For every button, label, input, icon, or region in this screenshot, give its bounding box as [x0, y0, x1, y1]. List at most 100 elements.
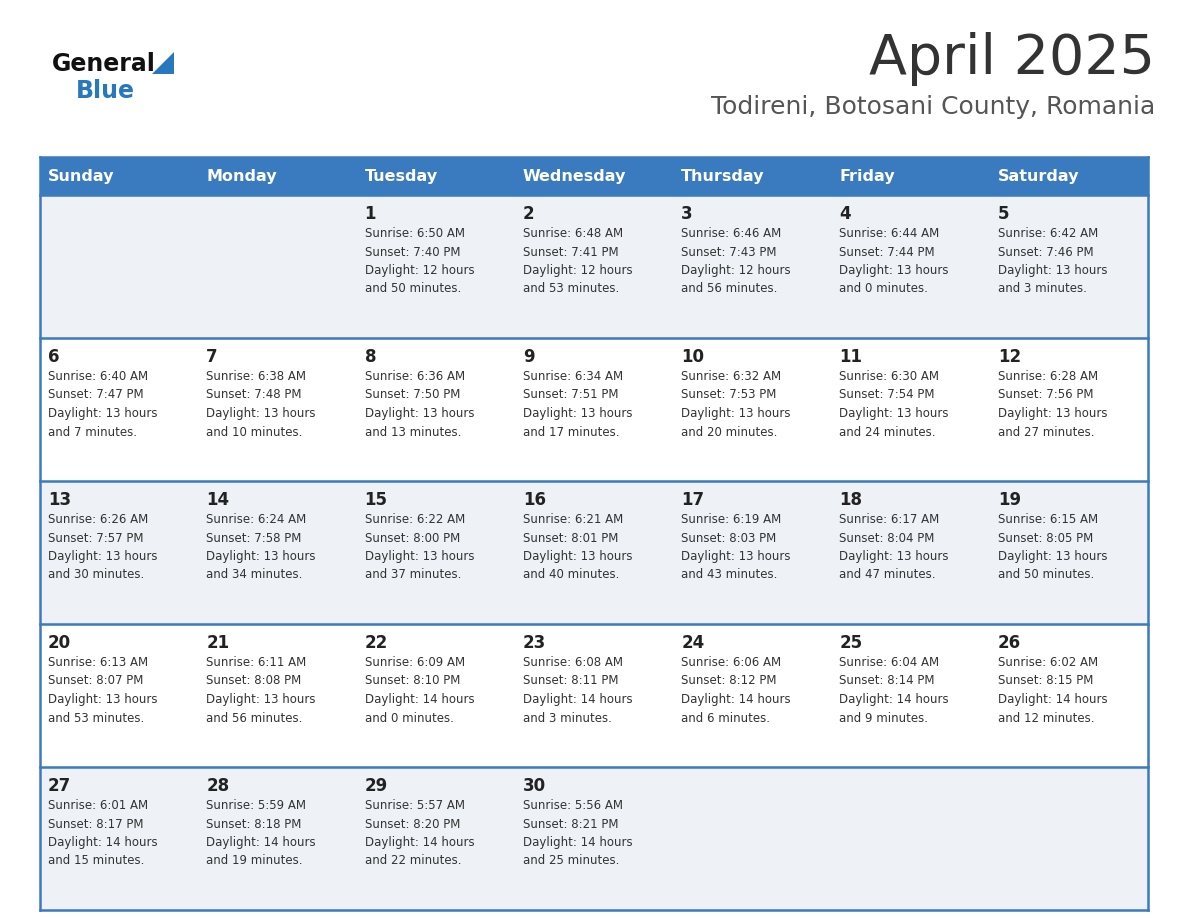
Text: Sunrise: 6:13 AM: Sunrise: 6:13 AM: [48, 656, 148, 669]
Text: Sunset: 7:57 PM: Sunset: 7:57 PM: [48, 532, 144, 544]
Text: Thursday: Thursday: [681, 170, 765, 185]
Text: Daylight: 14 hours: Daylight: 14 hours: [48, 836, 158, 849]
Text: 21: 21: [207, 634, 229, 652]
Text: 28: 28: [207, 777, 229, 795]
Text: Sunset: 8:21 PM: Sunset: 8:21 PM: [523, 818, 619, 831]
Text: Sunset: 8:20 PM: Sunset: 8:20 PM: [365, 818, 460, 831]
Text: Tuesday: Tuesday: [365, 170, 437, 185]
Text: Daylight: 14 hours: Daylight: 14 hours: [207, 836, 316, 849]
Text: and 53 minutes.: and 53 minutes.: [48, 711, 144, 724]
Text: Daylight: 13 hours: Daylight: 13 hours: [207, 550, 316, 563]
FancyBboxPatch shape: [40, 195, 1148, 338]
Text: Todireni, Botosani County, Romania: Todireni, Botosani County, Romania: [710, 95, 1155, 119]
Text: Sunset: 8:05 PM: Sunset: 8:05 PM: [998, 532, 1093, 544]
Text: Sunset: 7:46 PM: Sunset: 7:46 PM: [998, 245, 1093, 259]
Text: Daylight: 13 hours: Daylight: 13 hours: [48, 407, 158, 420]
Text: 13: 13: [48, 491, 71, 509]
Text: Sunrise: 5:56 AM: Sunrise: 5:56 AM: [523, 799, 623, 812]
FancyBboxPatch shape: [40, 338, 1148, 481]
Text: Sunrise: 6:22 AM: Sunrise: 6:22 AM: [365, 513, 465, 526]
Text: 12: 12: [998, 348, 1020, 366]
Text: 14: 14: [207, 491, 229, 509]
Text: 27: 27: [48, 777, 71, 795]
Text: Sunset: 8:08 PM: Sunset: 8:08 PM: [207, 675, 302, 688]
Text: Sunday: Sunday: [48, 170, 114, 185]
Text: Wednesday: Wednesday: [523, 170, 626, 185]
Text: Daylight: 12 hours: Daylight: 12 hours: [523, 264, 632, 277]
Text: Daylight: 13 hours: Daylight: 13 hours: [840, 550, 949, 563]
Text: Sunrise: 6:32 AM: Sunrise: 6:32 AM: [681, 370, 782, 383]
Text: Daylight: 13 hours: Daylight: 13 hours: [998, 407, 1107, 420]
Text: and 0 minutes.: and 0 minutes.: [840, 283, 928, 296]
Text: and 7 minutes.: and 7 minutes.: [48, 426, 137, 439]
Text: Sunset: 7:47 PM: Sunset: 7:47 PM: [48, 388, 144, 401]
Text: 22: 22: [365, 634, 387, 652]
Text: and 3 minutes.: and 3 minutes.: [523, 711, 612, 724]
Text: Daylight: 13 hours: Daylight: 13 hours: [998, 264, 1107, 277]
Text: Daylight: 13 hours: Daylight: 13 hours: [681, 550, 791, 563]
Text: and 53 minutes.: and 53 minutes.: [523, 283, 619, 296]
Text: and 50 minutes.: and 50 minutes.: [998, 568, 1094, 581]
Text: Sunrise: 6:28 AM: Sunrise: 6:28 AM: [998, 370, 1098, 383]
Text: Daylight: 13 hours: Daylight: 13 hours: [365, 407, 474, 420]
FancyBboxPatch shape: [990, 157, 1148, 195]
Text: Sunrise: 6:01 AM: Sunrise: 6:01 AM: [48, 799, 148, 812]
Text: Sunrise: 6:34 AM: Sunrise: 6:34 AM: [523, 370, 623, 383]
Text: Sunset: 7:48 PM: Sunset: 7:48 PM: [207, 388, 302, 401]
Text: 7: 7: [207, 348, 217, 366]
Text: Sunset: 7:43 PM: Sunset: 7:43 PM: [681, 245, 777, 259]
Text: Daylight: 14 hours: Daylight: 14 hours: [681, 693, 791, 706]
Text: Sunrise: 6:40 AM: Sunrise: 6:40 AM: [48, 370, 148, 383]
Text: Sunrise: 6:36 AM: Sunrise: 6:36 AM: [365, 370, 465, 383]
Text: 15: 15: [365, 491, 387, 509]
Text: General: General: [52, 52, 156, 76]
Text: Sunrise: 6:38 AM: Sunrise: 6:38 AM: [207, 370, 307, 383]
Text: Daylight: 13 hours: Daylight: 13 hours: [840, 264, 949, 277]
Text: Sunset: 8:07 PM: Sunset: 8:07 PM: [48, 675, 144, 688]
Text: Sunset: 8:10 PM: Sunset: 8:10 PM: [365, 675, 460, 688]
Text: 26: 26: [998, 634, 1020, 652]
FancyBboxPatch shape: [356, 157, 514, 195]
Text: and 22 minutes.: and 22 minutes.: [365, 855, 461, 868]
Text: 10: 10: [681, 348, 704, 366]
Text: Daylight: 14 hours: Daylight: 14 hours: [365, 693, 474, 706]
FancyBboxPatch shape: [514, 157, 674, 195]
Text: Daylight: 13 hours: Daylight: 13 hours: [523, 550, 632, 563]
Text: and 25 minutes.: and 25 minutes.: [523, 855, 619, 868]
Text: Daylight: 12 hours: Daylight: 12 hours: [365, 264, 474, 277]
Text: Sunset: 7:50 PM: Sunset: 7:50 PM: [365, 388, 460, 401]
FancyBboxPatch shape: [40, 481, 1148, 624]
Text: Sunset: 8:12 PM: Sunset: 8:12 PM: [681, 675, 777, 688]
Text: 9: 9: [523, 348, 535, 366]
Text: Sunset: 8:14 PM: Sunset: 8:14 PM: [840, 675, 935, 688]
Text: 2: 2: [523, 205, 535, 223]
Text: Sunset: 8:15 PM: Sunset: 8:15 PM: [998, 675, 1093, 688]
Text: Daylight: 14 hours: Daylight: 14 hours: [523, 836, 632, 849]
Text: Daylight: 14 hours: Daylight: 14 hours: [365, 836, 474, 849]
Text: 11: 11: [840, 348, 862, 366]
Text: Daylight: 14 hours: Daylight: 14 hours: [840, 693, 949, 706]
Text: 1: 1: [365, 205, 377, 223]
Text: and 20 minutes.: and 20 minutes.: [681, 426, 777, 439]
FancyBboxPatch shape: [832, 157, 990, 195]
FancyBboxPatch shape: [40, 767, 1148, 910]
Text: Daylight: 12 hours: Daylight: 12 hours: [681, 264, 791, 277]
Text: Sunrise: 6:17 AM: Sunrise: 6:17 AM: [840, 513, 940, 526]
Text: Friday: Friday: [840, 170, 895, 185]
Polygon shape: [152, 52, 173, 74]
Text: Sunset: 8:11 PM: Sunset: 8:11 PM: [523, 675, 619, 688]
Text: and 30 minutes.: and 30 minutes.: [48, 568, 144, 581]
Text: Sunrise: 6:26 AM: Sunrise: 6:26 AM: [48, 513, 148, 526]
Text: and 34 minutes.: and 34 minutes.: [207, 568, 303, 581]
Text: and 19 minutes.: and 19 minutes.: [207, 855, 303, 868]
Text: Daylight: 13 hours: Daylight: 13 hours: [207, 693, 316, 706]
Text: and 9 minutes.: and 9 minutes.: [840, 711, 929, 724]
Text: Daylight: 13 hours: Daylight: 13 hours: [840, 407, 949, 420]
FancyBboxPatch shape: [40, 157, 198, 195]
Text: 6: 6: [48, 348, 59, 366]
Text: Sunrise: 6:30 AM: Sunrise: 6:30 AM: [840, 370, 940, 383]
Text: 16: 16: [523, 491, 545, 509]
Text: Sunset: 7:40 PM: Sunset: 7:40 PM: [365, 245, 460, 259]
Text: and 0 minutes.: and 0 minutes.: [365, 711, 454, 724]
Text: Sunrise: 6:44 AM: Sunrise: 6:44 AM: [840, 227, 940, 240]
